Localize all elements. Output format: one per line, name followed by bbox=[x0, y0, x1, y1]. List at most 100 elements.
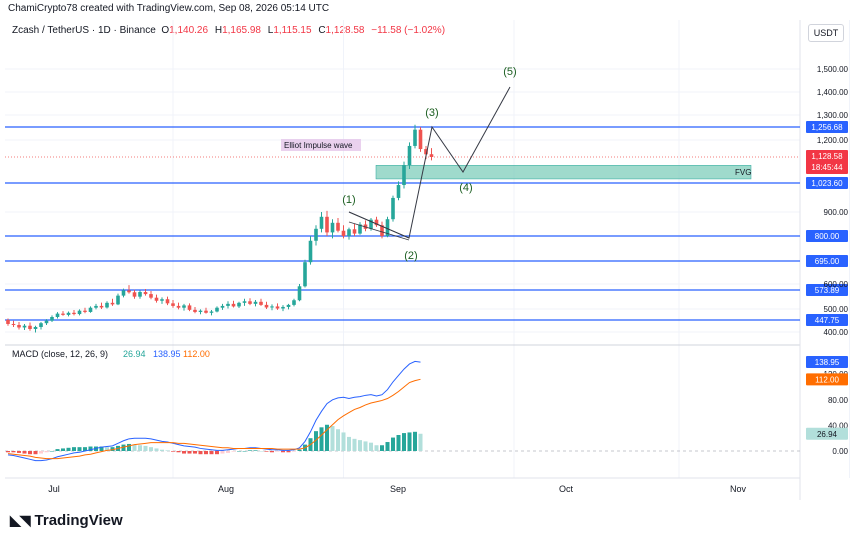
macd-title[interactable]: MACD (close, 12, 26, 9) bbox=[12, 349, 108, 359]
tradingview-logo-icon: ◣◥ bbox=[10, 512, 31, 528]
macd-histogram-bar bbox=[138, 445, 142, 451]
candle-body bbox=[330, 222, 335, 233]
low-label: L bbox=[267, 25, 274, 36]
candle-body bbox=[402, 165, 406, 186]
macd-histogram-bar bbox=[380, 445, 384, 451]
macd-histogram-bar bbox=[182, 451, 186, 454]
candle-body bbox=[369, 219, 373, 229]
macd-histogram-bar bbox=[369, 442, 373, 451]
elliott-wave[interactable]: (1) (2) (3) (4) (5) bbox=[342, 66, 516, 262]
macd-histogram-bar bbox=[187, 451, 192, 454]
candle-body bbox=[22, 325, 27, 328]
candle-body bbox=[171, 303, 175, 306]
candle-body bbox=[429, 154, 434, 157]
candle-body bbox=[281, 306, 285, 309]
macd-histogram-bar bbox=[88, 446, 93, 451]
price-tick-label: 500.00 bbox=[824, 305, 849, 314]
macd-histogram-bar bbox=[275, 451, 280, 452]
high-label: H bbox=[214, 25, 223, 36]
candle-body bbox=[275, 306, 280, 309]
candle-body bbox=[413, 129, 417, 146]
candle-body bbox=[341, 230, 346, 236]
macd-histogram-tag-label: 26.94 bbox=[817, 430, 838, 439]
candle-body bbox=[242, 301, 247, 303]
price-tick-label: 1,400.00 bbox=[817, 88, 849, 97]
last-price-label: 1,128.58 bbox=[811, 152, 843, 161]
open-value: 1,140.26 bbox=[169, 25, 209, 36]
macd-histogram-bar bbox=[325, 424, 329, 451]
macd-histogram-bar bbox=[391, 437, 395, 451]
macd-histogram-bar bbox=[319, 427, 324, 451]
candle-body bbox=[160, 299, 164, 301]
candle-body bbox=[226, 303, 230, 306]
level-price-label: 1,256.68 bbox=[811, 123, 843, 132]
macd-histogram-bar bbox=[270, 451, 274, 453]
tradingview-brand[interactable]: ◣◥ TradingView bbox=[10, 512, 123, 529]
macd-histogram-bar bbox=[99, 446, 104, 451]
candle-body bbox=[94, 305, 98, 308]
time-axis[interactable]: Jul Aug Sep Oct Nov bbox=[48, 484, 746, 494]
candle-body bbox=[61, 313, 65, 315]
level-price-tag bbox=[806, 177, 848, 189]
candle-body bbox=[253, 301, 258, 304]
macd-histogram-bar bbox=[193, 451, 197, 454]
candle-body bbox=[308, 240, 313, 263]
annotation-box[interactable] bbox=[281, 139, 361, 151]
candle-body bbox=[237, 302, 241, 307]
brand-name: TradingView bbox=[34, 512, 123, 529]
macd-histogram-bar bbox=[226, 451, 230, 453]
symbol-name[interactable]: Zcash / TetherUS · 1D · Binance bbox=[12, 25, 156, 36]
fvg-zone[interactable]: FVG bbox=[375, 165, 752, 180]
candle-body bbox=[336, 222, 340, 231]
candle-body bbox=[11, 323, 16, 325]
wave-label: (3) bbox=[425, 107, 438, 119]
candle-body bbox=[204, 310, 208, 313]
candle-body bbox=[138, 292, 142, 297]
macd-histogram-bar bbox=[50, 451, 54, 452]
candle-body bbox=[187, 305, 192, 310]
level-price-tag bbox=[806, 284, 848, 296]
candle-body bbox=[17, 324, 21, 328]
macd-histogram-bar bbox=[341, 432, 346, 451]
macd-histogram-bar bbox=[17, 451, 21, 453]
price-tick-label: 1,500.00 bbox=[817, 65, 849, 74]
wave-label: (4) bbox=[459, 182, 472, 194]
candle-body bbox=[270, 306, 274, 308]
countdown-label: 18:45:44 bbox=[811, 163, 843, 172]
macd-histogram-bar bbox=[418, 433, 423, 451]
macd-histogram-bar bbox=[286, 451, 291, 453]
macd-histogram-bar bbox=[33, 451, 38, 455]
macd-histogram-bar bbox=[264, 451, 269, 452]
currency-button[interactable]: USDT bbox=[808, 24, 844, 42]
macd-histogram-bar bbox=[237, 451, 241, 452]
time-tick-label: Aug bbox=[218, 484, 234, 494]
level-price-label: 573.89 bbox=[815, 286, 840, 295]
macd-histogram-bar bbox=[396, 435, 401, 451]
macd-histogram-tag bbox=[806, 427, 848, 440]
candle-body bbox=[424, 149, 428, 155]
candle-body bbox=[182, 305, 186, 308]
macd-histogram-bar bbox=[11, 451, 16, 453]
price-axis[interactable]: 1,256.68 1,023.60 800.00 695.00 573.89 447.75… bbox=[806, 65, 849, 337]
candle-body bbox=[286, 304, 291, 307]
macd-macd-tag bbox=[806, 356, 848, 369]
macd-histogram-bar bbox=[55, 449, 60, 451]
candle-body bbox=[264, 304, 269, 308]
macd-histogram-bar bbox=[314, 431, 318, 451]
macd-histogram-bar bbox=[110, 447, 115, 451]
candle-body bbox=[220, 305, 225, 308]
macd-histogram-bar bbox=[28, 451, 32, 455]
annotation-text: Elliot Impulse wave bbox=[284, 141, 353, 150]
fvg-rect[interactable] bbox=[375, 165, 752, 180]
macd-histogram-bar bbox=[209, 451, 214, 455]
macd-histogram-bar bbox=[154, 448, 159, 451]
macd-histogram-bar bbox=[6, 451, 10, 453]
triangle-upper bbox=[348, 211, 410, 239]
macd-hist-value: 26.94 bbox=[123, 349, 146, 359]
candle-body bbox=[121, 290, 126, 296]
candle-body bbox=[99, 305, 104, 308]
macd-tick-label: 40.00 bbox=[828, 421, 849, 430]
level-price-tag bbox=[806, 314, 848, 326]
macd-tick-label: 80.00 bbox=[828, 396, 849, 405]
